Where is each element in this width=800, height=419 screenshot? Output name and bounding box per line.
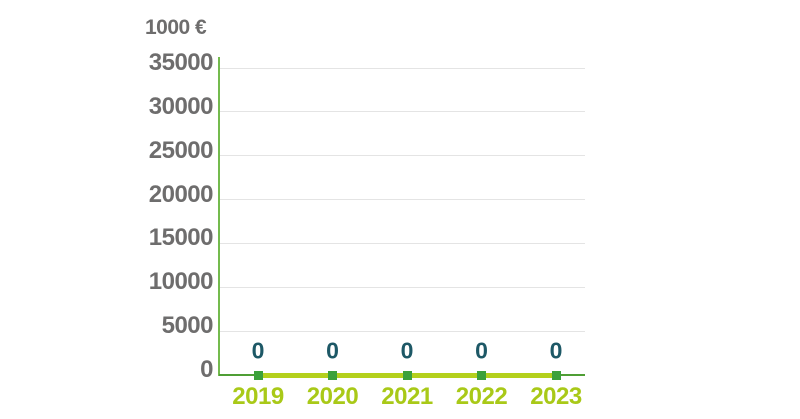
y-axis-tick-label: 10000 — [148, 268, 214, 296]
data-point-marker — [477, 370, 486, 380]
data-point-value-label: 0 — [549, 337, 563, 364]
y-axis-tick-label: 30000 — [148, 92, 214, 120]
y-axis-line — [218, 57, 220, 376]
data-point-marker — [253, 370, 263, 380]
x-axis-tick-label: 2022 — [455, 383, 508, 410]
y-axis-unit-label: 1000 € — [145, 16, 207, 39]
y-axis-tick-label: 0 — [200, 356, 213, 383]
gridline — [219, 155, 585, 157]
gridline — [219, 286, 585, 288]
y-axis-tick-label: 5000 — [161, 312, 214, 340]
data-point-marker — [402, 370, 412, 380]
gridline — [219, 330, 585, 332]
x-axis-tick-label: 2021 — [381, 383, 433, 410]
data-point-marker — [328, 370, 337, 380]
x-axis-tick-label: 2020 — [306, 383, 359, 410]
y-axis-tick-label: 25000 — [148, 136, 214, 164]
y-axis-tick-label: 20000 — [148, 180, 214, 208]
data-point-value-label: 0 — [326, 337, 339, 364]
x-axis-tick-label: 2023 — [530, 383, 582, 410]
gridline — [219, 199, 585, 201]
data-point-value-label: 0 — [251, 337, 265, 364]
gridline — [219, 67, 585, 69]
data-point-value-label: 0 — [475, 337, 488, 364]
data-point-value-label: 0 — [400, 337, 414, 364]
gridline — [219, 242, 585, 244]
gridline — [219, 111, 585, 113]
y-axis-tick-label: 15000 — [148, 224, 214, 252]
data-point-marker — [551, 370, 561, 380]
y-axis-tick-label: 35000 — [148, 49, 214, 76]
x-axis-tick-label: 2019 — [232, 383, 284, 410]
